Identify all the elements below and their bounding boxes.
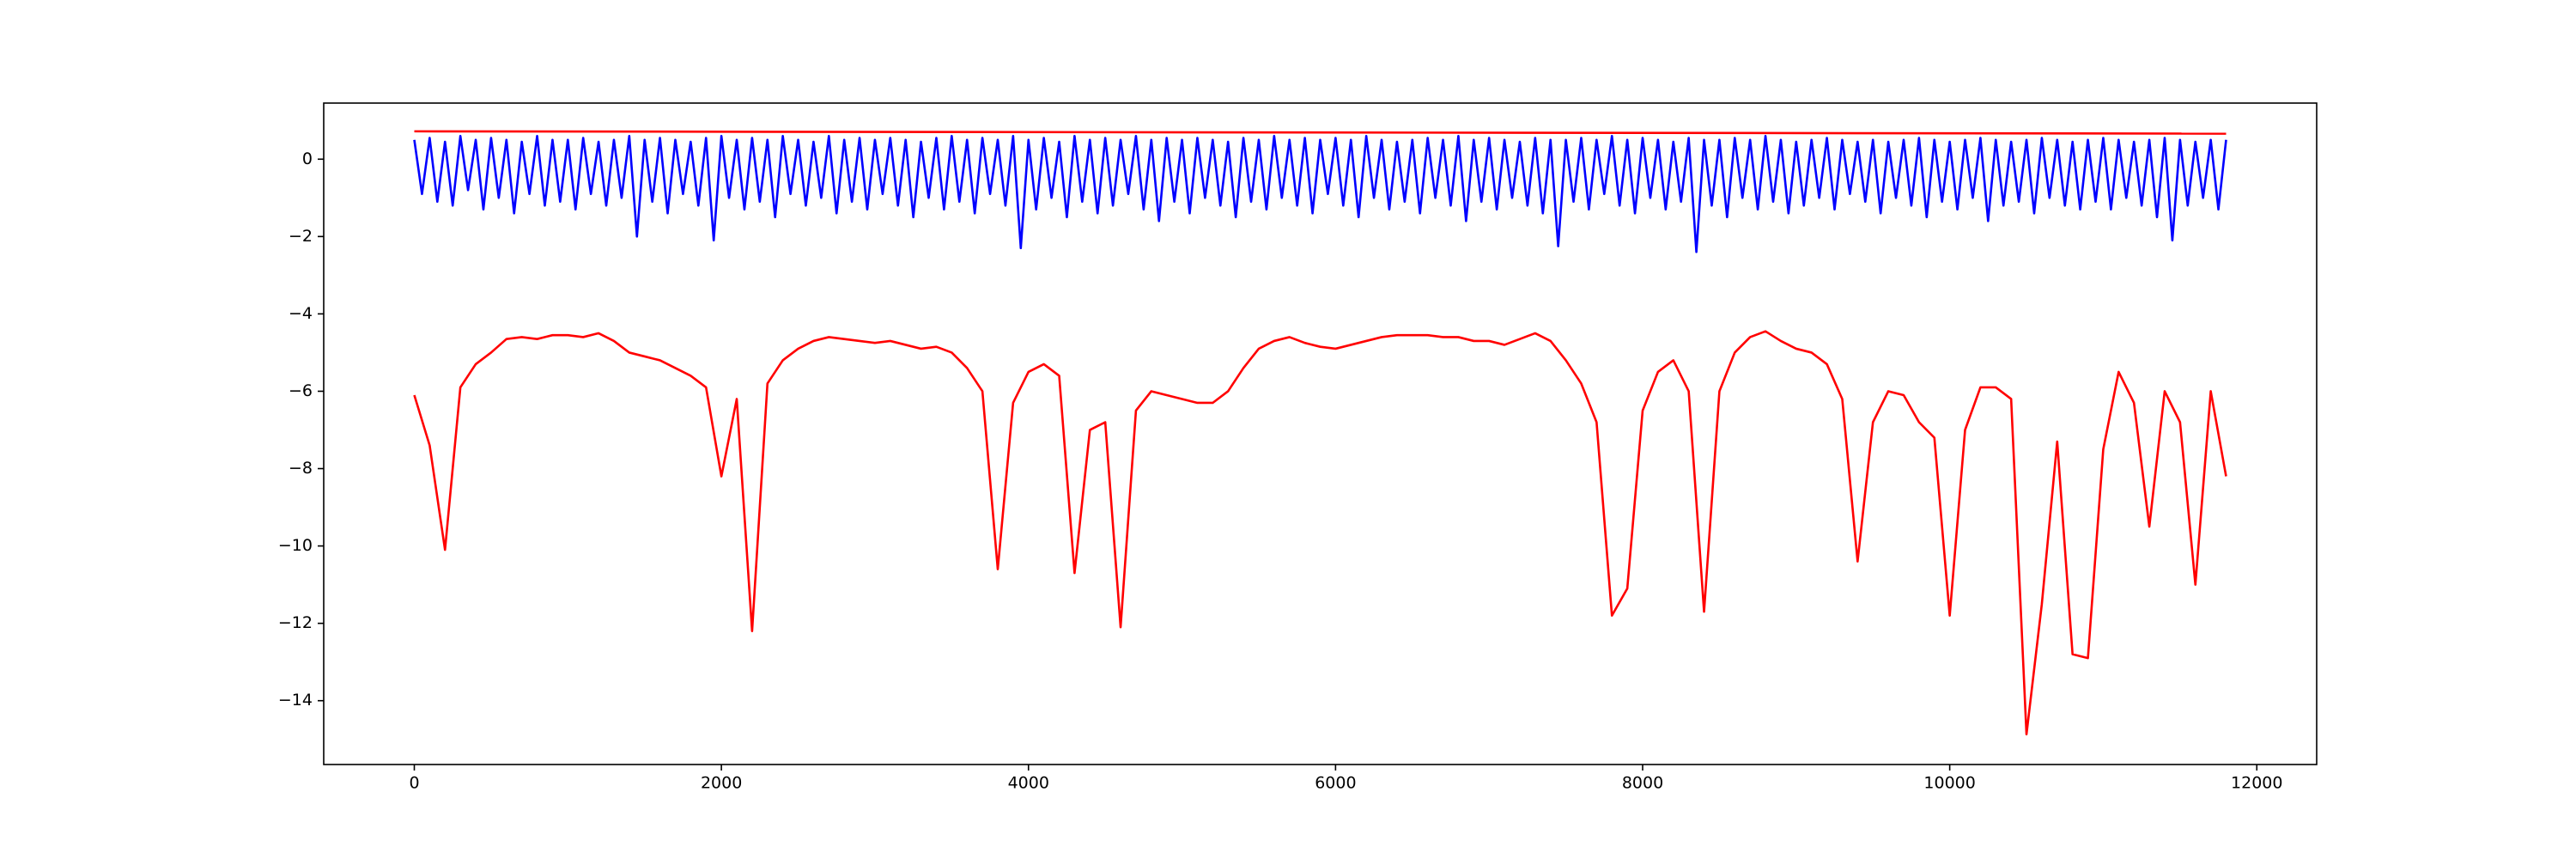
data-line xyxy=(413,330,2227,736)
y-tick-label: −2 xyxy=(289,227,313,246)
x-tick-label: 10000 xyxy=(1923,774,1975,793)
y-tick-label: 0 xyxy=(302,149,313,168)
x-tick-label: 8000 xyxy=(1622,774,1663,793)
plot-frame xyxy=(323,102,2318,765)
y-tick-label: −10 xyxy=(278,536,313,555)
y-tick-label: −4 xyxy=(289,304,313,323)
y-tick-label: −8 xyxy=(289,459,313,478)
x-tick-label: 12000 xyxy=(2231,774,2282,793)
y-tick-label: −6 xyxy=(289,381,313,400)
x-tick-label: 2000 xyxy=(701,774,742,793)
x-tick-label: 4000 xyxy=(1008,774,1049,793)
y-tick-label: −12 xyxy=(278,613,313,632)
data-line xyxy=(414,130,2227,135)
x-tick-label: 0 xyxy=(409,774,419,793)
y-tick-label: −14 xyxy=(278,691,313,710)
data-line xyxy=(413,134,2227,253)
x-tick-label: 6000 xyxy=(1315,774,1356,793)
